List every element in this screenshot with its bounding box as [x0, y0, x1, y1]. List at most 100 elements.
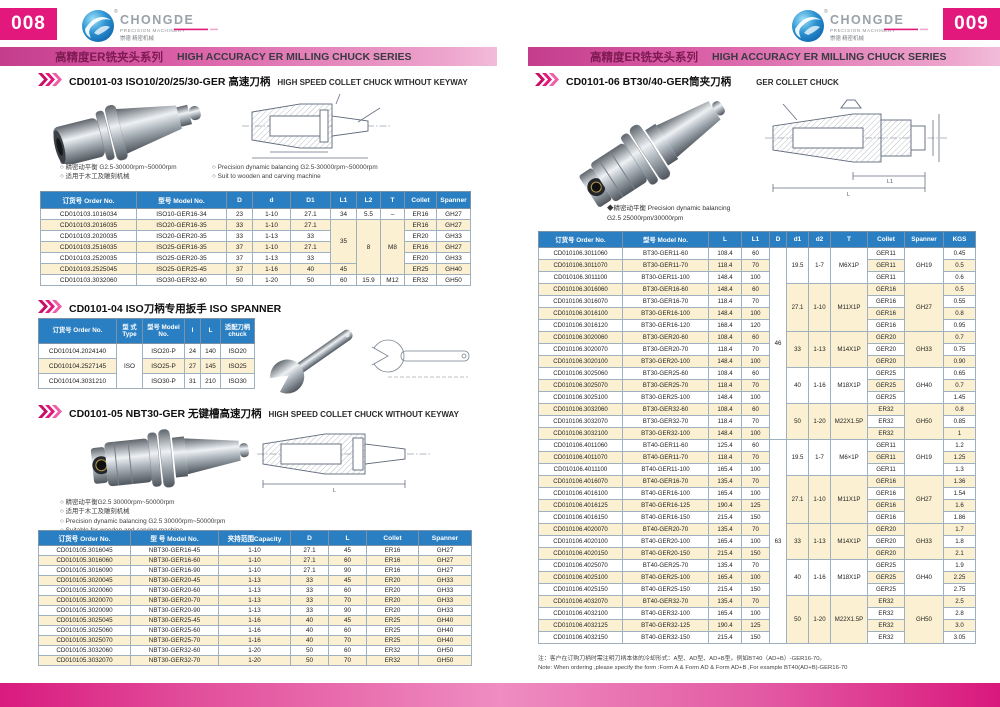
table-cell: GER20 [867, 355, 905, 368]
table-cell: CD010103.3032060 [40, 274, 137, 286]
table-cell: CD010106.4025070 [538, 559, 623, 572]
table-cell: 0.8 [943, 403, 976, 416]
table-cell: 60 [330, 274, 357, 286]
column-header: 型号 Model No. [622, 231, 709, 248]
column-header: L [708, 231, 742, 248]
table-cell: 70 [741, 451, 770, 464]
table-cell: 90 [328, 565, 367, 576]
table-cell: 1.36 [943, 475, 976, 488]
table-cell: 27.1 [290, 219, 331, 231]
table-cell: BT30-GER32-100 [622, 427, 709, 440]
table-cell: GER25 [867, 367, 905, 380]
table-cell: 0.85 [943, 415, 976, 428]
table-cell: CD010106.3011100 [538, 271, 623, 284]
table-cell: 125 [741, 499, 770, 512]
table-cell: CD010106.3032070 [538, 415, 623, 428]
bullet-line: ○ 适用于木工及雕刻机械 [60, 173, 130, 181]
table-cell: CD010106.4011060 [538, 439, 623, 452]
column-header: L1 [330, 191, 357, 209]
column-header: Spanner [418, 530, 472, 546]
table-cell: GER20 [867, 343, 905, 356]
table-cell: M18X1P [830, 367, 868, 404]
table-cell: 0.7 [943, 331, 976, 344]
table-cell: 1-20 [218, 645, 291, 656]
table-cell: M6×1P [830, 439, 868, 476]
table-cell: 1-13 [252, 252, 291, 264]
bullet-line: ○ Suit to wooden and carving machine [212, 173, 321, 181]
table-cell: 1-20 [218, 655, 291, 666]
table-cell: 1.8 [943, 535, 976, 548]
table-cell: 19.5 [786, 439, 809, 476]
column-header: Collet [867, 231, 905, 248]
table-cell: GER11 [867, 271, 905, 284]
table-cell: 33 [290, 252, 331, 264]
table-cell: CD010105.3025045 [38, 615, 131, 626]
table-cell: 8 [356, 219, 381, 275]
table-cell: ER16 [366, 565, 419, 576]
section-heading-cd0101-03: CD0101-03 ISO10/20/25/30-GER 高速刀柄 HIGH S… [38, 72, 468, 89]
table-cell: GER11 [867, 451, 905, 464]
table-row: CD010106.3011060 BT30-GER11-60 108.4 60 46 19… [538, 247, 976, 440]
table-cell: BT40-GER25-150 [622, 583, 709, 596]
table-cell: 100 [741, 391, 770, 404]
column-header: 型 号 Model No. [130, 530, 219, 546]
table-cell: GER11 [867, 247, 905, 260]
table-cell: GH40 [418, 615, 472, 626]
table-cell: GER25 [867, 571, 905, 584]
table-cell: 70 [741, 523, 770, 536]
table-cell: 50 [786, 403, 809, 440]
table-cell: CD010106.3020060 [538, 331, 623, 344]
table-row: CD010103.2525045 ISO25-GER25-45 37 1-16 40 45… [40, 263, 471, 275]
bullet-line: ○ 精密动平衡G2.5 30000rpm~50000rpm [60, 499, 175, 506]
table-cell: GH50 [904, 403, 944, 440]
table-cell: 70 [328, 595, 367, 606]
table-cell: 1.3 [943, 463, 976, 476]
iso-spanner-table: 订货号 Order No. 型 式 Type 型号 Model No. I L 适配刀柄 … [38, 318, 255, 389]
column-header: L [200, 318, 221, 344]
column-header: 型号 Model No. [136, 191, 227, 209]
table-cell: ISO25 [220, 358, 255, 374]
table-cell: 0.7 [943, 379, 976, 392]
table-cell: 0.75 [943, 343, 976, 356]
table-cell: 0.95 [943, 319, 976, 332]
table-cell: 190.4 [708, 619, 742, 632]
table-cell: 210 [200, 373, 221, 389]
table-cell: 60 [328, 625, 367, 636]
series-titlebar-left: 高精度ER铣夹头系列 HIGH ACCURACY ER MILLING CHUC… [0, 47, 497, 66]
table-cell: 1-16 [218, 615, 291, 626]
table-cell: 148.4 [708, 427, 742, 440]
table-cell: GER11 [867, 463, 905, 476]
table-cell: 1-16 [218, 635, 291, 646]
note-line: ◆精密动平衡 Precision dynamic balancing [607, 205, 731, 212]
table-cell: CD010106.3016060 [538, 283, 623, 296]
table-cell: CD010104.2024140 [38, 343, 117, 359]
table-cell: 70 [741, 559, 770, 572]
table-cell: 2.1 [943, 547, 976, 560]
table-cell: NBT30-GER16-90 [130, 565, 219, 576]
table-cell: BT40-GER32-100 [622, 607, 709, 620]
table-cell: BT30-GER20-100 [622, 355, 709, 368]
table-cell: ISO30-GER32-60 [136, 274, 227, 286]
table-cell: M22X1.5P [830, 403, 868, 440]
table-cell: GER16 [867, 487, 905, 500]
table-cell: 33 [290, 230, 331, 242]
table-cell: BT40-GER20-150 [622, 547, 709, 560]
table-cell: 1-10 [252, 241, 291, 253]
table-cell: GH19 [904, 439, 944, 476]
table-cell: GH33 [418, 585, 472, 596]
table-cell: 5.5 [356, 208, 381, 220]
table-cell: 135.4 [708, 523, 742, 536]
table-cell: 1-20 [252, 274, 291, 286]
dimension-drawing-spanner [370, 339, 470, 378]
table-row: CD010105.3016090 NBT30-GER16-90 1-10 27.1 90… [38, 565, 472, 576]
series-title-en: HIGH ACCURACY ER MILLING CHUCK SERIES [176, 50, 412, 63]
table-cell: BT40-GER20-70 [622, 523, 709, 536]
table-row: CD010106.4032070 BT40-GER32-70 135.4 70 50 1-… [538, 595, 976, 644]
series-title-en: HIGH ACCURACY ER MILLING CHUCK SERIES [711, 50, 947, 63]
table-cell: 60 [741, 331, 770, 344]
table-cell: CD010106.3016070 [538, 295, 623, 308]
table-row: CD010103.2020035 ISO20-GER20-35 33 1-13 33 ER… [40, 230, 471, 242]
brand-logo-right: ® CHONGDE PRECISION MACHINERY 崇德 精密机械 [792, 8, 928, 42]
table-cell: 1-10 [218, 565, 291, 576]
